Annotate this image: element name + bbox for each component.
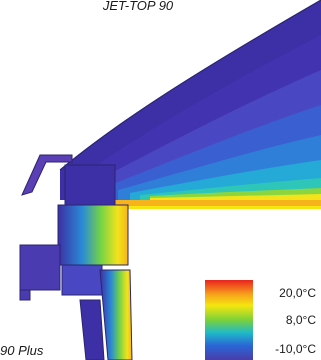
ceiling-panel xyxy=(110,200,321,209)
temperature-legend: 20,0°C 8,0°C -10,0°C xyxy=(205,280,316,360)
frame-profile xyxy=(19,154,133,360)
legend-label-high: 20,0°C xyxy=(279,286,316,300)
legend-label-low: -10,0°C xyxy=(275,342,316,356)
skylight-dome xyxy=(59,0,321,200)
legend-color-bar xyxy=(205,280,253,360)
figure-subtitle: 90 Plus xyxy=(0,343,44,358)
figure-title: JET-TOP 90 xyxy=(102,0,174,13)
legend-label-mid: 8,0°C xyxy=(286,313,316,327)
